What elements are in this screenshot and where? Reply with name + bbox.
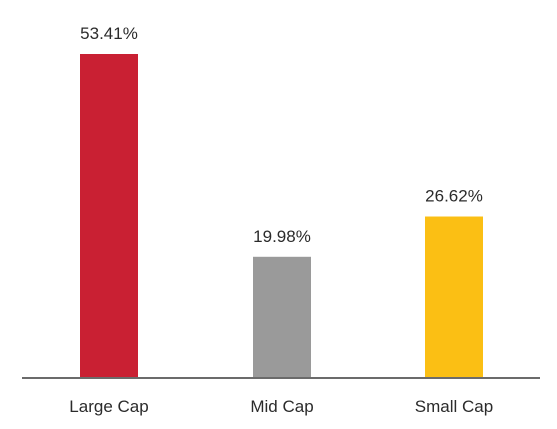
bar-mid-cap — [253, 256, 311, 378]
data-label-large-cap: 53.41% — [80, 24, 138, 43]
data-label-mid-cap: 19.98% — [253, 227, 311, 246]
x-tick-label-large-cap: Large Cap — [69, 397, 148, 416]
x-tick-label-small-cap: Small Cap — [415, 397, 493, 416]
data-label-small-cap: 26.62% — [425, 187, 483, 206]
bar-small-cap — [425, 216, 483, 378]
bar-large-cap — [80, 54, 138, 378]
category-labels-group: Large Cap Mid Cap Small Cap — [69, 397, 493, 416]
bars-group — [80, 54, 483, 378]
data-labels-group: 53.41% 19.98% 26.62% — [80, 24, 483, 246]
x-tick-label-mid-cap: Mid Cap — [250, 397, 313, 416]
